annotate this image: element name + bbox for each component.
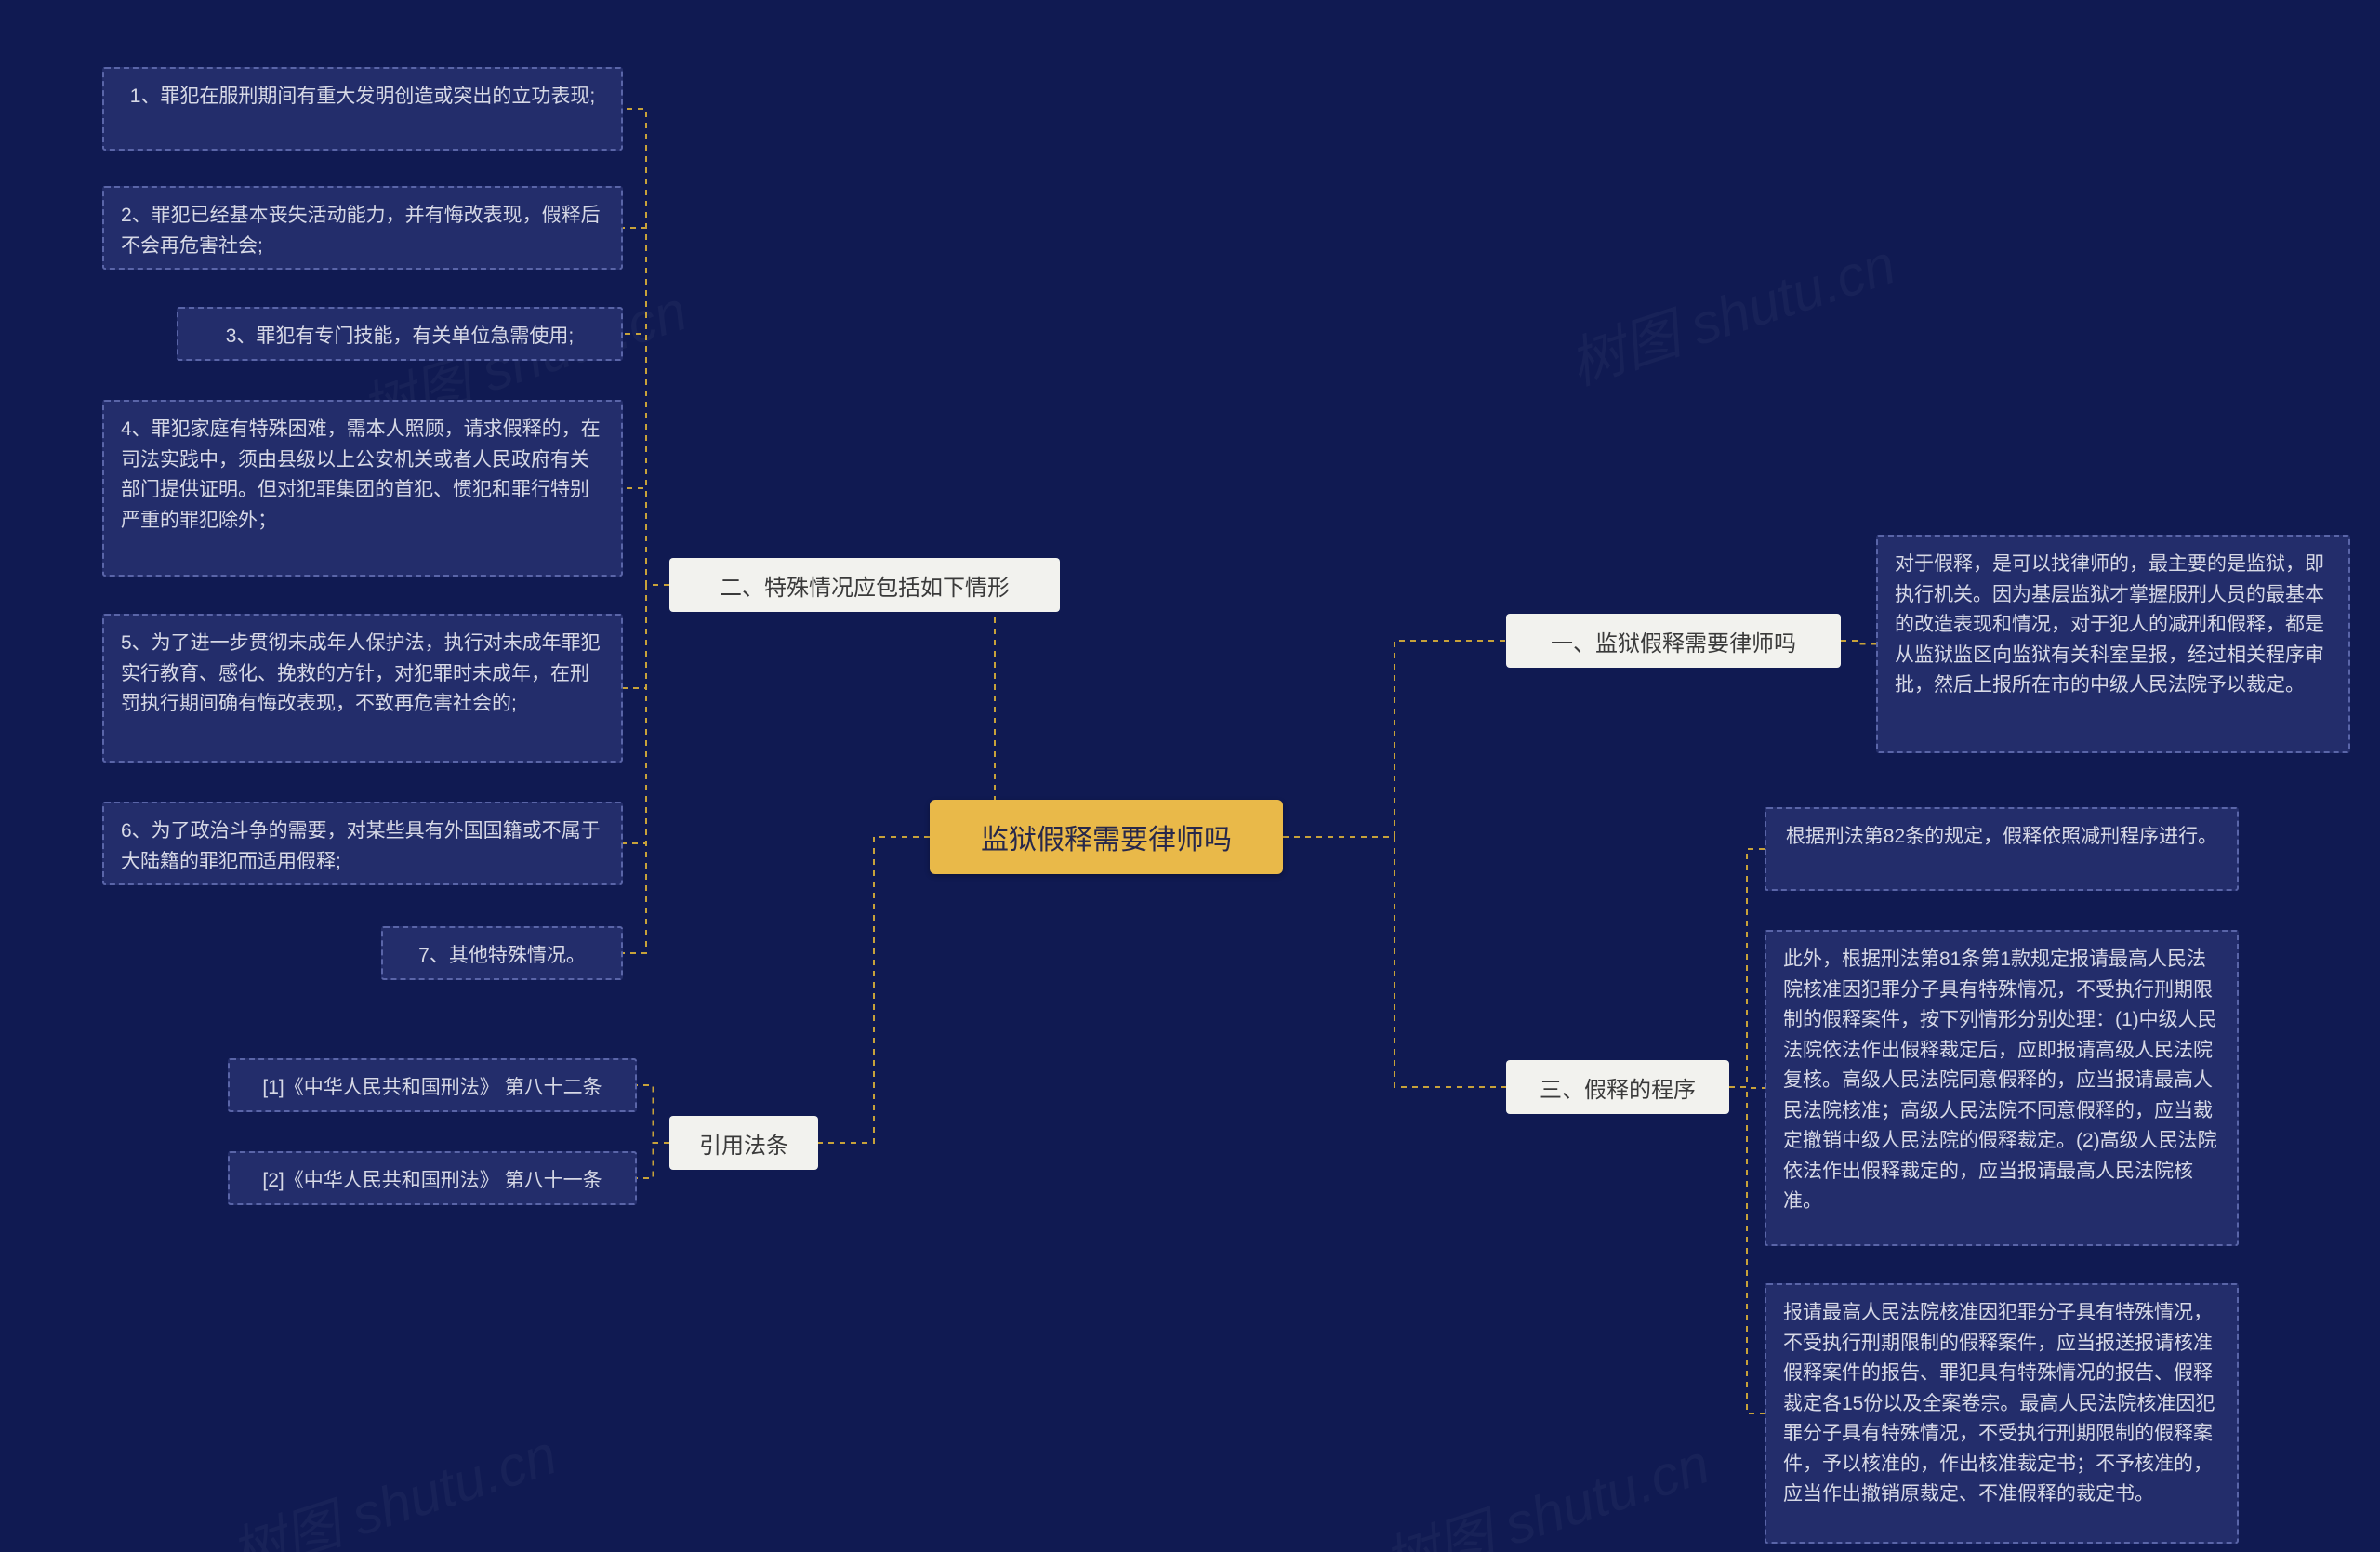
mindmap-node-text: 2、罪犯已经基本丧失活动能力，并有悔改表现，假释后不会再危害社会;: [121, 201, 604, 261]
mindmap-node-text: 二、特殊情况应包括如下情形: [720, 569, 1010, 602]
mindmap-node-text: [1]《中华人民共和国刑法》 第八十二条: [262, 1073, 602, 1104]
watermark: 树图 shutu.cn: [218, 1410, 565, 1552]
mindmap-node-b2l4: 4、罪犯家庭有特殊困难，需本人照顾，请求假释的，在司法实践中，须由县级以上公安机…: [102, 400, 623, 577]
edge-b2-b2l4: [623, 488, 669, 585]
mindmap-node-b3l1: 根据刑法第82条的规定，假释依照减刑程序进行。: [1765, 807, 2239, 891]
mindmap-node-b3: 三、假释的程序: [1506, 1060, 1729, 1114]
mindmap-node-b2l5: 5、为了进一步贯彻未成年人保护法，执行对未成年罪犯实行教育、感化、挽救的方针，对…: [102, 614, 623, 763]
mindmap-node-text: [2]《中华人民共和国刑法》 第八十一条: [262, 1166, 602, 1197]
mindmap-node-text: 引用法条: [699, 1127, 788, 1160]
edge-b2-b2l3: [623, 334, 669, 585]
edge-b2-b2l5: [623, 585, 669, 688]
mindmap-canvas: 树图 shutu.cn树图 shutu.cn树图 shutu.cn树图 shut…: [0, 0, 2380, 1552]
watermark: 树图 shutu.cn: [1557, 219, 1904, 401]
edge-b2-b2l7: [623, 585, 669, 953]
edge-root-b3: [1283, 837, 1506, 1087]
watermark: 树图 shutu.cn: [1371, 1419, 1718, 1552]
edge-root-b1: [1283, 641, 1506, 837]
mindmap-node-b4: 引用法条: [669, 1116, 818, 1170]
edge-b2-b2l6: [623, 585, 669, 843]
mindmap-node-text: 报请最高人民法院核准因犯罪分子具有特殊情况，不受执行刑期限制的假释案件，应当报送…: [1783, 1298, 2220, 1510]
edge-b4-b4l1: [637, 1085, 669, 1143]
mindmap-node-text: 监狱假释需要律师吗: [981, 816, 1232, 857]
mindmap-node-text: 对于假释，是可以找律师的，最主要的是监狱，即执行机关。因为基层监狱才掌握服刑人员…: [1895, 550, 2332, 701]
mindmap-node-text: 5、为了进一步贯彻未成年人保护法，执行对未成年罪犯实行教育、感化、挽救的方针，对…: [121, 629, 604, 720]
mindmap-node-text: 三、假释的程序: [1540, 1071, 1696, 1104]
mindmap-node-b3l2: 此外，根据刑法第81条第1款规定报请最高人民法院核准因犯罪分子具有特殊情况，不受…: [1765, 930, 2239, 1246]
edge-b1-b1l1: [1841, 641, 1876, 644]
mindmap-node-b2l7: 7、其他特殊情况。: [381, 926, 623, 980]
mindmap-node-text: 3、罪犯有专门技能，有关单位急需使用;: [226, 322, 575, 352]
mindmap-node-text: 根据刑法第82条的规定，假释依照减刑程序进行。: [1786, 822, 2217, 853]
mindmap-node-text: 4、罪犯家庭有特殊困难，需本人照顾，请求假释的，在司法实践中，须由县级以上公安机…: [121, 415, 604, 536]
mindmap-node-b4l1: [1]《中华人民共和国刑法》 第八十二条: [228, 1058, 637, 1112]
edge-b3-b3l2: [1729, 1087, 1765, 1088]
edge-b2-b2l2: [623, 228, 669, 585]
edge-b3-b3l1: [1729, 849, 1765, 1087]
mindmap-node-b1l1: 对于假释，是可以找律师的，最主要的是监狱，即执行机关。因为基层监狱才掌握服刑人员…: [1876, 535, 2350, 753]
edge-b3-b3l3: [1729, 1087, 1765, 1413]
mindmap-node-b2l1: 1、罪犯在服刑期间有重大发明创造或突出的立功表现;: [102, 67, 623, 151]
mindmap-node-b2: 二、特殊情况应包括如下情形: [669, 558, 1060, 612]
edge-b4-b4l2: [637, 1143, 669, 1178]
mindmap-node-text: 1、罪犯在服刑期间有重大发明创造或突出的立功表现;: [130, 82, 596, 113]
mindmap-node-b1: 一、监狱假释需要律师吗: [1506, 614, 1841, 668]
mindmap-node-b2l3: 3、罪犯有专门技能，有关单位急需使用;: [177, 307, 623, 361]
mindmap-node-b3l3: 报请最高人民法院核准因犯罪分子具有特殊情况，不受执行刑期限制的假释案件，应当报送…: [1765, 1283, 2239, 1544]
mindmap-node-text: 一、监狱假释需要律师吗: [1551, 625, 1796, 657]
mindmap-node-b2l2: 2、罪犯已经基本丧失活动能力，并有悔改表现，假释后不会再危害社会;: [102, 186, 623, 270]
mindmap-node-b4l2: [2]《中华人民共和国刑法》 第八十一条: [228, 1151, 637, 1205]
mindmap-node-text: 7、其他特殊情况。: [418, 941, 586, 972]
edge-b2-b2l1: [623, 109, 669, 585]
mindmap-node-text: 6、为了政治斗争的需要，对某些具有外国国籍或不属于大陆籍的罪犯而适用假释;: [121, 816, 604, 877]
edge-root-b4: [818, 837, 930, 1143]
mindmap-node-b2l6: 6、为了政治斗争的需要，对某些具有外国国籍或不属于大陆籍的罪犯而适用假释;: [102, 802, 623, 885]
mindmap-node-text: 此外，根据刑法第81条第1款规定报请最高人民法院核准因犯罪分子具有特殊情况，不受…: [1783, 945, 2220, 1217]
mindmap-node-root: 监狱假释需要律师吗: [930, 800, 1283, 874]
